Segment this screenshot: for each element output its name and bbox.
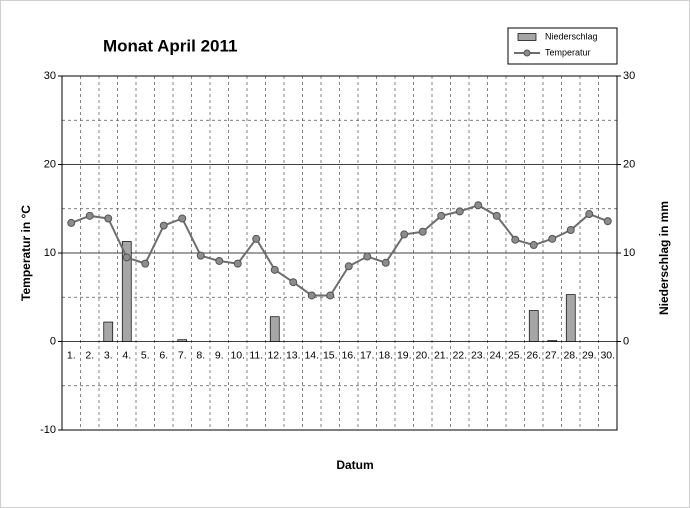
point [85, 211, 94, 220]
x-tick-label: 25. [508, 349, 523, 361]
x-tick-label: 16. [341, 349, 356, 361]
point [566, 225, 575, 234]
point [67, 218, 76, 227]
x-tick-label: 17. [360, 349, 375, 361]
point [400, 230, 409, 239]
point [326, 291, 335, 300]
x-tick-label: 8. [196, 349, 205, 361]
bar [177, 339, 188, 342]
point [529, 241, 538, 250]
point [344, 262, 353, 271]
x-tick-label: 5. [141, 349, 150, 361]
x-tick-label: 3. [104, 349, 113, 361]
point [381, 258, 390, 267]
point [418, 227, 427, 236]
x-tick-label: 30. [600, 349, 615, 361]
bar [565, 294, 576, 342]
x-tick-label: 21. [434, 349, 449, 361]
x-tick-label: 18. [378, 349, 393, 361]
bar [103, 321, 114, 342]
x-tick-label: 22. [452, 349, 467, 361]
x-axis-label: Datum [336, 458, 373, 472]
point [492, 211, 501, 220]
x-tick-label: 6. [159, 349, 168, 361]
point [585, 210, 594, 219]
point [363, 252, 372, 261]
x-tick-label: 19. [397, 349, 412, 361]
point [511, 235, 520, 244]
y-tick-label: 30 [44, 70, 56, 82]
y2-tick-label: 30 [623, 70, 635, 82]
y-tick-label: 20 [44, 158, 56, 170]
x-tick-label: 12. [267, 349, 282, 361]
y2-axis-label: Niederschlag in mm [657, 201, 671, 315]
legend-point [523, 49, 531, 57]
point [141, 259, 150, 268]
legend-label: Temperatur [545, 47, 591, 57]
point [603, 217, 612, 226]
point [252, 234, 261, 243]
x-tick-label: 13. [286, 349, 301, 361]
chart-title: Monat April 2011 [103, 36, 237, 55]
x-tick-label: 10. [230, 349, 245, 361]
bar [547, 340, 558, 342]
point [122, 253, 131, 262]
point [289, 278, 298, 287]
point [474, 201, 483, 210]
y2-tick-label: 20 [623, 158, 635, 170]
y-tick-label: 0 [50, 335, 56, 347]
point [196, 251, 205, 260]
bar [528, 310, 539, 342]
x-tick-label: 14. [304, 349, 319, 361]
point [104, 214, 113, 223]
x-tick-label: 15. [323, 349, 338, 361]
y2-tick-label: 10 [623, 247, 635, 259]
x-tick-label: 23. [471, 349, 486, 361]
point [437, 211, 446, 220]
x-tick-label: 24. [489, 349, 504, 361]
x-tick-label: 20. [415, 349, 430, 361]
x-tick-label: 9. [215, 349, 224, 361]
x-tick-label: 28. [563, 349, 578, 361]
point [178, 214, 187, 223]
x-tick-label: 29. [582, 349, 597, 361]
point [270, 265, 279, 274]
point [455, 207, 464, 216]
point [159, 221, 168, 230]
y-axis-label: Temperatur in °C [19, 205, 33, 301]
legend-swatch [517, 33, 537, 41]
bar [121, 241, 132, 342]
x-tick-label: 4. [122, 349, 131, 361]
point [233, 259, 242, 268]
x-tick-label: 1. [67, 349, 76, 361]
plot-border [61, 75, 618, 431]
x-tick-label: 7. [178, 349, 187, 361]
y2-tick-label: 0 [623, 335, 629, 347]
point [307, 291, 316, 300]
x-tick-label: 2. [85, 349, 94, 361]
x-tick-label: 26. [526, 349, 541, 361]
legend-label: Niederschlag [545, 31, 598, 41]
y-tick-label: -10 [40, 424, 56, 436]
y-tick-label: 10 [44, 247, 56, 259]
point [215, 256, 224, 265]
bar [269, 316, 280, 342]
x-tick-label: 11. [249, 349, 263, 361]
x-tick-label: 27. [545, 349, 560, 361]
point [548, 234, 557, 243]
